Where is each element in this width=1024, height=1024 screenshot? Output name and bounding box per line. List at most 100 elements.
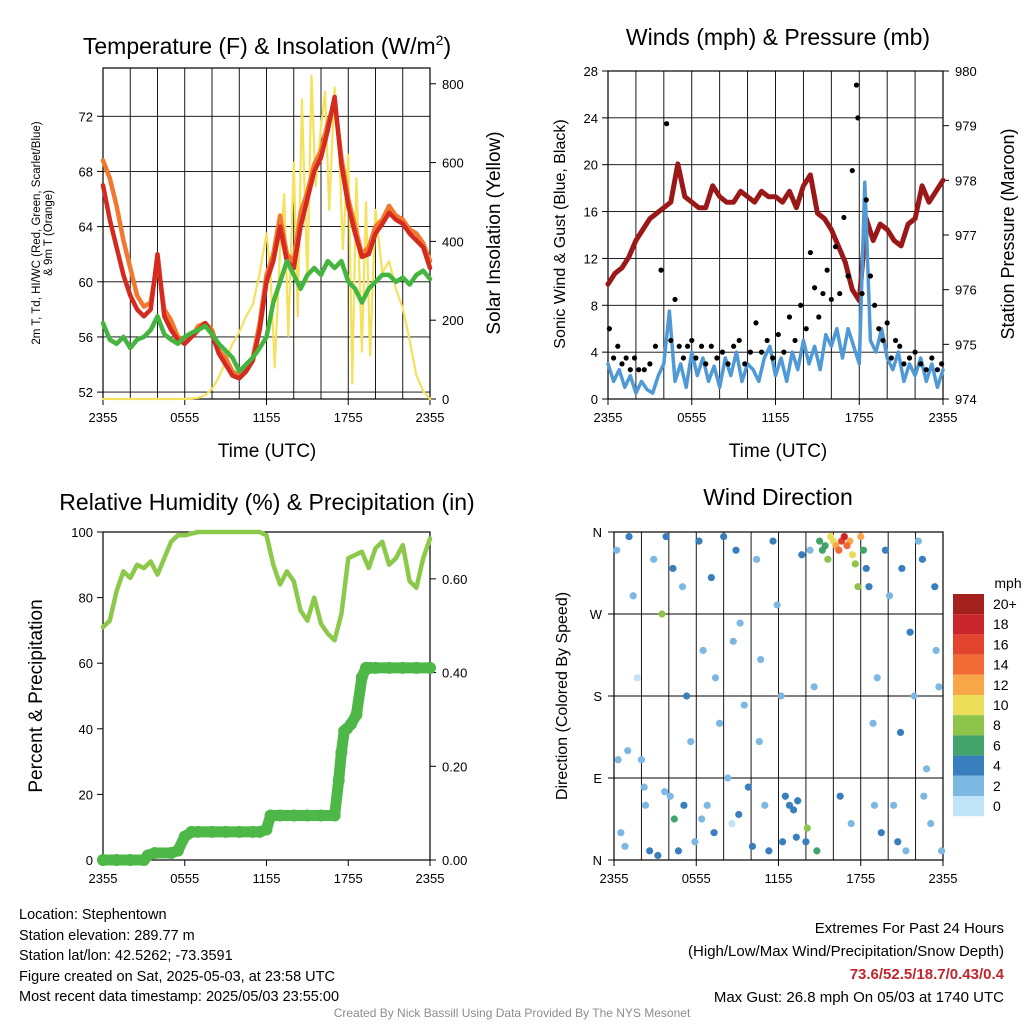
precip-point	[97, 854, 109, 866]
pressure-series-line	[605, 161, 946, 304]
precip-point	[264, 809, 277, 822]
wind-direction-point	[932, 646, 940, 655]
wind-direction-point	[773, 601, 781, 609]
winds-ytick-label: 4	[591, 345, 598, 360]
wind-direction-point	[898, 564, 906, 573]
wind-direction-point	[613, 546, 621, 554]
gust-point	[623, 355, 629, 361]
winds-xtick-label: 0555	[677, 410, 706, 425]
wind-direction-point	[803, 824, 811, 832]
wind-direction-xtick-label: 2355	[929, 871, 958, 886]
wind-direction-point	[728, 819, 736, 828]
wind-direction-point	[902, 847, 910, 855]
speed-legend-label: 18	[993, 616, 1009, 632]
temperature-title-main: Temperature (F) & Insolation (W/m	[83, 33, 436, 59]
wind-direction-point	[752, 555, 761, 563]
temperature-ytick-label: 72	[79, 109, 93, 124]
wind-direction-panel: Wind Direction Direction (Colored By Spe…	[554, 484, 1022, 886]
winds-ytick-label: 28	[584, 64, 598, 79]
wind-direction-point	[629, 592, 637, 600]
gust-point	[627, 367, 633, 373]
wind-direction-point	[666, 792, 674, 800]
wind-direction-point	[621, 842, 629, 850]
wind-direction-point	[695, 537, 703, 545]
max-gust: Max Gust: 26.8 mph On 05/03 at 1740 UTC	[713, 989, 1004, 1006]
extremes-title: Extremes For Past 24 Hours	[814, 920, 1004, 937]
gust-point	[676, 343, 682, 349]
wind-direction-point	[835, 546, 843, 554]
wind-direction-point	[625, 532, 633, 541]
wind-direction-point	[802, 838, 810, 846]
speed-legend-swatch	[953, 755, 984, 776]
speed-legend-swatch	[953, 674, 984, 695]
gust-point	[820, 290, 826, 297]
temperature-xtick-label: 1155	[253, 410, 281, 425]
humidity-panel: Relative Humidity (%) & Precipitation (i…	[26, 489, 475, 886]
winds-ytick-label: 16	[584, 205, 598, 220]
speed-legend-label: 2	[993, 778, 1001, 794]
gust-point	[923, 367, 929, 373]
precip-point	[260, 823, 273, 836]
gust-point	[636, 367, 642, 373]
gust-point	[841, 214, 847, 221]
wind-direction-point	[781, 792, 789, 800]
wind-direction-point	[661, 788, 669, 796]
pressure-ytick-label: 975	[955, 337, 977, 352]
speed-legend-label: 6	[993, 737, 1001, 753]
wind-direction-point	[769, 537, 777, 545]
gust-point	[837, 290, 843, 297]
wind-direction-point	[848, 551, 857, 559]
wind-direction-point	[914, 537, 922, 545]
wind-direction-ylabel: Direction (Colored By Speed)	[554, 592, 571, 800]
speed-legend-swatch	[953, 735, 984, 756]
wind-direction-point	[765, 847, 773, 855]
wind-direction-point	[935, 683, 943, 691]
wind-direction-point	[669, 564, 677, 573]
gust-point	[615, 343, 621, 349]
winds-xtick-label: 1755	[845, 410, 874, 425]
wind-direction-point	[715, 719, 724, 727]
dew-series-line	[100, 258, 433, 374]
gust-point	[708, 343, 714, 349]
wind-direction-point	[885, 592, 894, 600]
speed-legend-swatch	[953, 614, 984, 635]
wind-direction-point	[699, 646, 707, 655]
wind-direction-point	[640, 783, 648, 791]
wind-direction-ytick-label: W	[590, 607, 603, 622]
winds-ytick-label: 24	[584, 111, 598, 126]
gust-point	[647, 361, 653, 367]
gust-point	[867, 273, 874, 279]
gust-point	[929, 355, 935, 361]
winds-ytick-label: 20	[584, 158, 598, 173]
wind-direction-point	[617, 829, 625, 837]
gust-point	[888, 355, 894, 361]
wind-direction-point	[729, 637, 737, 645]
winds-panel: Winds (mph) & Pressure (mb) Time (UTC) S…	[552, 24, 1018, 462]
humidity-ytick-label: 80	[79, 591, 93, 606]
gust-point	[849, 167, 855, 174]
temperature-ylabel-line1: 2m T, Td, HI/WC (Red, Green, Scarlet/Blu…	[31, 121, 43, 344]
wind-direction-point	[938, 847, 946, 855]
precip-point	[219, 825, 232, 838]
wind-direction-point	[870, 801, 879, 809]
wind-direction-point	[836, 792, 844, 800]
wind-direction-point	[821, 542, 829, 550]
wind-direction-point	[869, 719, 877, 727]
wind-direction-point	[748, 842, 757, 850]
temperature-panel: Temperature (F) & Insolation (W/m2) Time…	[31, 32, 505, 462]
precip-ytick-label: 0.60	[442, 572, 467, 587]
precip-ytick-label: 0.00	[442, 853, 467, 868]
speed-legend-swatch	[953, 796, 984, 817]
wind-direction-ytick-label: N	[593, 853, 602, 868]
speed-legend-label: 0	[993, 798, 1001, 814]
gust-point	[770, 355, 776, 361]
gust-point	[652, 343, 659, 349]
station-location: Location: Stephentown	[19, 907, 167, 923]
wind-direction-point	[777, 692, 785, 700]
winds-xtick-label: 2355	[929, 410, 958, 425]
gust-point	[901, 361, 907, 367]
gust-point	[906, 355, 913, 361]
speed-legend-title: mph	[994, 575, 1021, 591]
wind-direction-point	[927, 819, 935, 828]
